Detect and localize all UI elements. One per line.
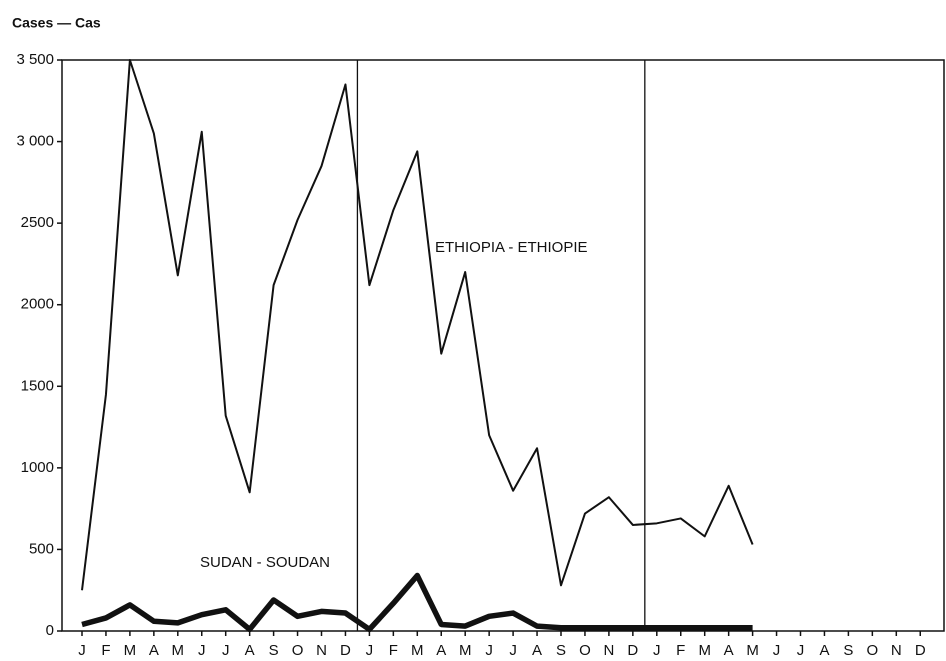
x-tick-label: S [269,642,279,659]
x-tick-label: J [198,642,206,659]
y-tick-label: 2000 [21,296,54,313]
y-tick-label: 500 [29,540,54,557]
x-tick-label: N [603,642,614,659]
series-line [81,59,754,591]
x-tick-label: J [653,642,661,659]
x-tick-label: A [819,642,829,659]
y-tick-label: 1500 [21,377,54,394]
x-tick-label: D [627,642,638,659]
series-label: ETHIOPIA - ETHIOPIE [435,239,588,256]
x-tick-label: A [724,642,734,659]
x-tick-label: F [676,642,685,659]
x-tick-label: A [245,642,255,659]
x-tick-label: J [78,642,86,659]
y-axis-label: Cases — Cas [12,15,101,31]
x-tick-label: S [843,642,853,659]
x-tick-label: D [915,642,926,659]
y-tick-label: 2500 [21,214,54,231]
x-tick-label: M [172,642,185,659]
x-tick-label: D [340,642,351,659]
series-line [81,572,753,633]
x-tick-label: O [292,642,304,659]
x-tick-label: N [316,642,327,659]
x-tick-label: A [436,642,446,659]
series-label: SUDAN - SOUDAN [200,554,330,571]
x-tick-label: J [366,642,374,659]
x-tick-label: O [579,642,591,659]
x-tick-label: F [101,642,110,659]
y-tick-label: 3 000 [16,133,54,150]
x-tick-label: M [459,642,472,659]
x-tick-label: J [797,642,805,659]
x-tick-label: J [773,642,781,659]
x-tick-label: O [867,642,879,659]
y-tick-label: 1000 [21,459,54,476]
x-tick-label: M [124,642,137,659]
x-tick-label: A [149,642,159,659]
y-tick-label: 0 [46,622,54,639]
x-tick-label: M [698,642,711,659]
plot-frame [61,59,945,632]
x-tick-label: S [556,642,566,659]
x-tick-label: J [509,642,517,659]
x-tick-label: M [746,642,759,659]
x-tick-label: N [891,642,902,659]
x-tick-label: J [222,642,230,659]
x-tick-label: F [389,642,398,659]
y-tick-label: 3 500 [16,51,54,68]
x-tick-label: J [485,642,493,659]
x-tick-label: M [411,642,424,659]
x-tick-label: A [532,642,542,659]
